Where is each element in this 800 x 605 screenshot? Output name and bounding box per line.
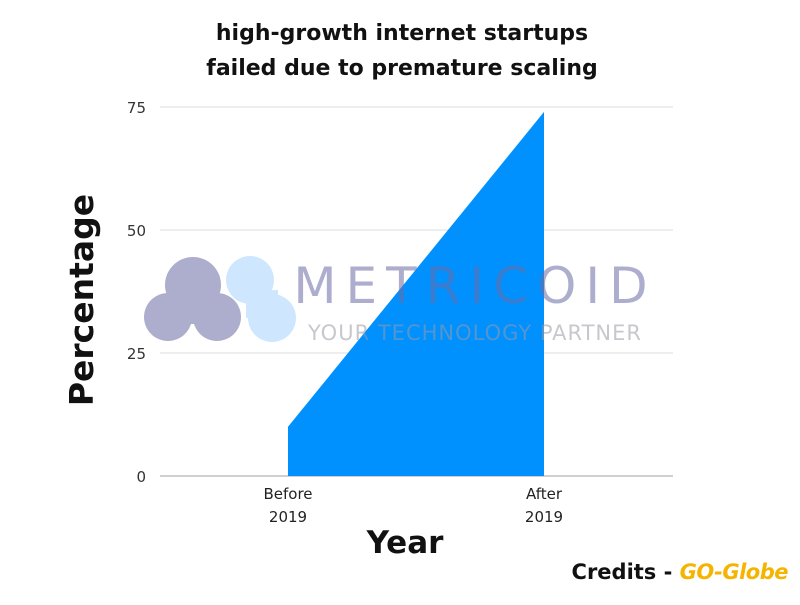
y-tick-label: 75	[127, 99, 146, 117]
x-axis-label: Year	[366, 525, 445, 561]
credits: Credits - GO-Globe	[571, 560, 789, 584]
x-tick-label: After	[526, 485, 563, 503]
watermark-name: METRICOID	[293, 257, 656, 315]
y-tick-label: 25	[127, 345, 146, 363]
y-tick-label: 50	[127, 222, 146, 240]
x-tick-label: 2019	[525, 508, 563, 526]
area-fill	[288, 111, 544, 477]
watermark-logo: METRICOID YOUR TECHNOLOGY PARTNER	[144, 256, 656, 345]
chart-title-line: failed due to premature scaling	[206, 56, 597, 81]
x-tick-labels: Before 2019 After 2019	[263, 485, 563, 526]
area-series	[288, 111, 544, 477]
watermark-logo-bar	[160, 300, 226, 324]
x-tick-label: Before	[263, 485, 312, 503]
x-tick-label: 2019	[269, 508, 307, 526]
chart-title: high-growth internet startups failed due …	[206, 21, 597, 81]
y-axis-label: Percentage	[62, 194, 101, 406]
credits-brand: GO-Globe	[679, 560, 789, 584]
credits-label: Credits -	[571, 560, 673, 584]
chart-title-line: high-growth internet startups	[216, 21, 588, 46]
y-tick-label: 0	[136, 468, 146, 486]
watermark-logo-bar	[246, 290, 278, 318]
y-tick-labels: 0 25 50 75	[127, 99, 146, 486]
watermark-tagline: YOUR TECHNOLOGY PARTNER	[307, 321, 642, 345]
